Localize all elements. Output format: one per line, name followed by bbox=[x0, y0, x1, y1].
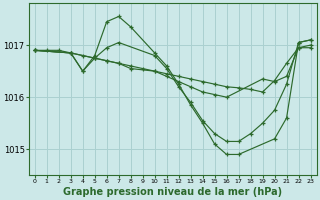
X-axis label: Graphe pression niveau de la mer (hPa): Graphe pression niveau de la mer (hPa) bbox=[63, 187, 282, 197]
